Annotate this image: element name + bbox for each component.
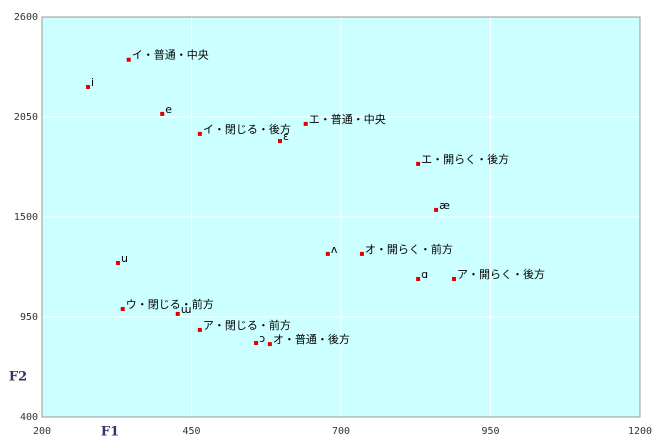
point — [254, 341, 259, 345]
point-label: オ・普通・後方 — [273, 332, 350, 346]
point-label: エ・開らく・後方 — [421, 152, 509, 166]
point-label: ʌ — [331, 243, 338, 256]
point-label: ɯ — [181, 303, 192, 316]
y-tick-label: 2050 — [14, 112, 38, 123]
point — [120, 307, 125, 311]
point-label: イ・閉じる・後方 — [203, 122, 291, 136]
point-label: ア・開らく・後方 — [457, 267, 545, 281]
plot-border — [41, 16, 641, 418]
point-label: æ — [439, 199, 450, 212]
point — [197, 327, 202, 332]
point — [86, 85, 91, 89]
point — [416, 161, 421, 166]
point — [359, 251, 364, 256]
point-label: ɔ — [259, 332, 265, 345]
point-label: e — [165, 103, 172, 116]
point — [267, 342, 272, 347]
point — [175, 311, 180, 316]
x-tick-label: 450 — [182, 426, 200, 437]
y-tick-label: 2600 — [14, 12, 38, 23]
point — [197, 131, 202, 136]
point — [325, 251, 330, 256]
point — [115, 261, 120, 265]
x-tick-label: 200 — [33, 426, 51, 437]
point-label: u — [121, 252, 128, 265]
y-axis-title: F2 — [9, 370, 27, 385]
x-axis-title: F1 — [101, 425, 119, 440]
y-tick-label: 1500 — [14, 212, 38, 223]
point-label: エ・普通・中央 — [309, 112, 386, 126]
point — [452, 277, 457, 281]
y-tick-label: 950 — [20, 312, 38, 323]
point — [278, 139, 283, 143]
point-label: ɑ — [421, 268, 428, 281]
point-label: ア・閉じる・前方 — [203, 318, 291, 332]
point — [434, 207, 439, 212]
point — [416, 277, 421, 281]
point — [126, 57, 131, 62]
x-tick-label: 1200 — [628, 426, 652, 437]
point-label: ウ・閉じる・前方 — [126, 297, 214, 311]
x-tick-label: 950 — [481, 426, 499, 437]
y-tick-label: 400 — [20, 412, 38, 423]
point-label: オ・開らく・前方 — [365, 242, 453, 256]
point-label: i — [91, 76, 94, 89]
point-label: イ・普通・中央 — [132, 48, 209, 62]
point-label: ɛ — [283, 130, 289, 143]
x-tick-label: 700 — [332, 426, 350, 437]
point — [303, 121, 308, 126]
point — [160, 111, 165, 116]
